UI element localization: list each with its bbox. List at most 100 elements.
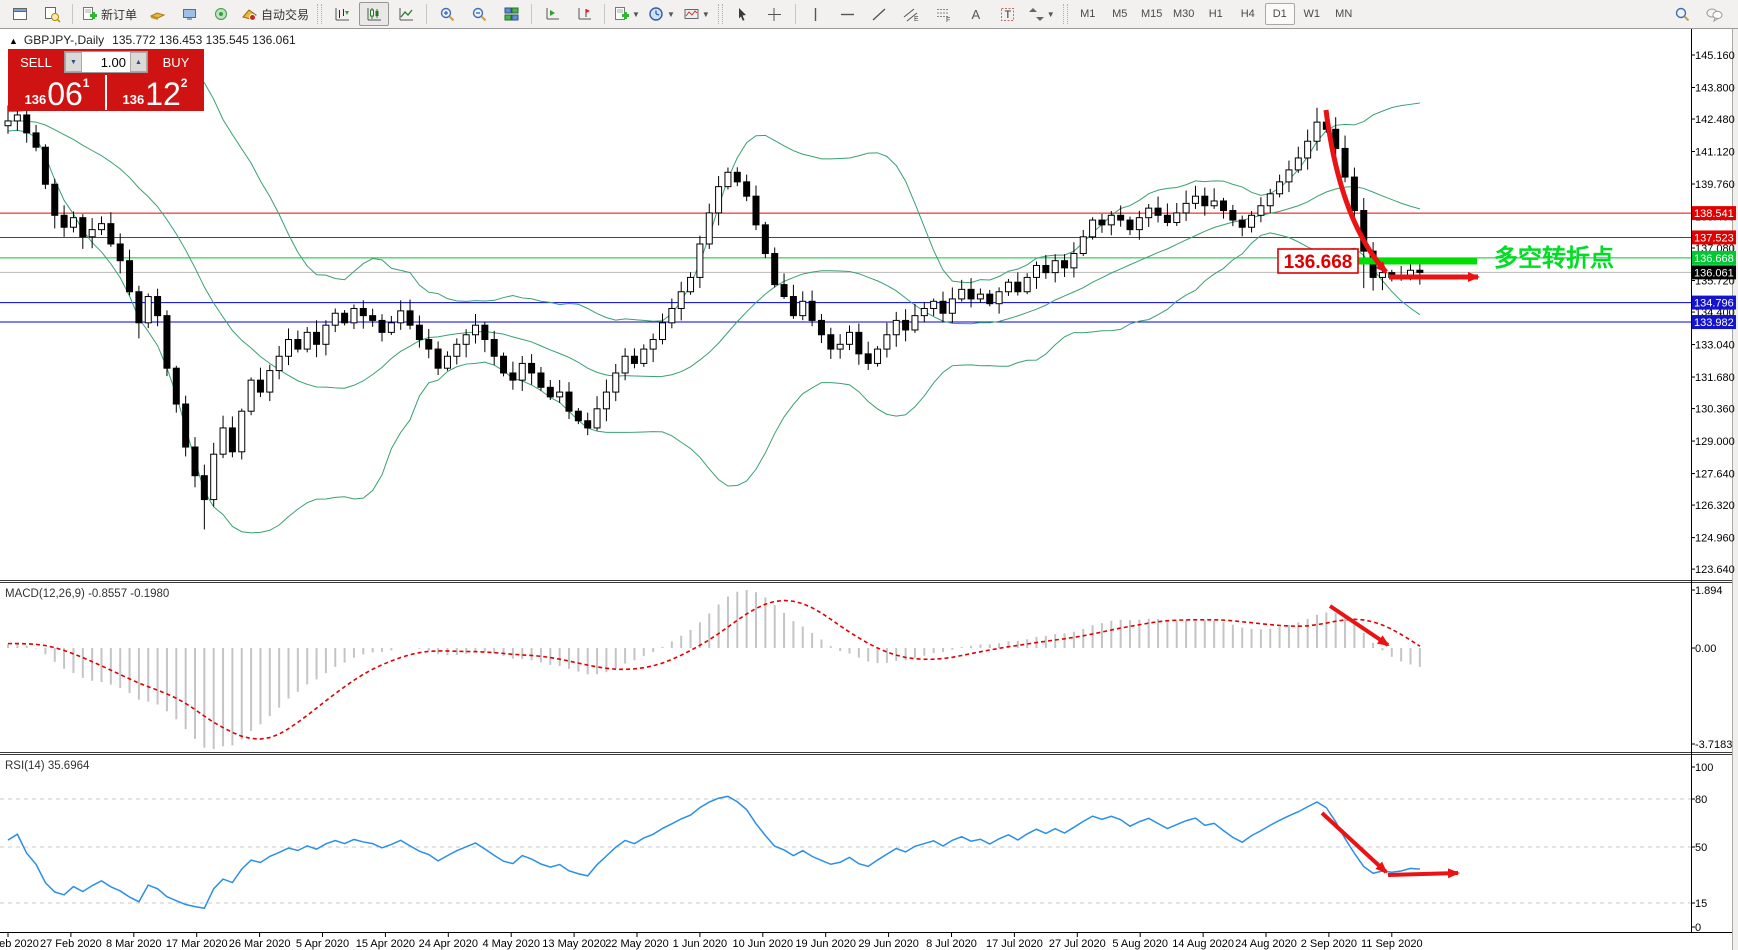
candle-down <box>294 339 302 350</box>
annotations[interactable]: 136.668 多空转折点 <box>1277 109 1614 879</box>
candle-down <box>827 334 835 350</box>
candle-down <box>1201 195 1209 207</box>
rsi-down-arrow[interactable] <box>1320 811 1388 874</box>
candle-down <box>256 379 264 393</box>
signals-icon[interactable] <box>206 2 236 26</box>
terminal-icon[interactable] <box>174 2 204 26</box>
candle-up <box>930 300 938 309</box>
timeframe-mn-button[interactable]: MN <box>1335 8 1353 20</box>
candle-up <box>1135 217 1143 231</box>
sell-price[interactable]: 136 06 1 <box>9 75 107 110</box>
vertical-line-button[interactable] <box>801 2 831 26</box>
timeframe-h1-button[interactable]: H1 <box>1208 8 1223 20</box>
rsi-horizontal-arrow[interactable] <box>1387 868 1460 879</box>
zoom-in-button[interactable] <box>432 2 462 26</box>
candle-up <box>4 120 12 127</box>
search-button[interactable] <box>1667 2 1697 26</box>
zoom-out-icon <box>472 7 486 21</box>
price-line-label-text: 136.061 <box>1694 267 1734 279</box>
date-tick-label: 8 Jul 2020 <box>926 938 977 950</box>
candlestick-mode-button[interactable] <box>359 2 390 26</box>
candle-down <box>1098 219 1106 226</box>
arrow-tools-button[interactable]: ▼ <box>1025 2 1058 26</box>
crosshair-button[interactable] <box>760 2 790 26</box>
candle-up <box>948 298 956 314</box>
candle-down <box>425 339 433 350</box>
sell-button[interactable]: SELL <box>20 54 52 70</box>
candle-up <box>846 331 853 345</box>
date-tick-label: 19 Jun 2020 <box>795 938 856 950</box>
price-tick-label: 127.640 <box>1695 469 1735 481</box>
buy-price[interactable]: 136 12 2 <box>107 75 203 110</box>
candle-up <box>958 288 966 300</box>
equidistant-channel-button[interactable]: E <box>897 2 927 26</box>
indicators-button[interactable]: ▼ <box>610 2 643 26</box>
candle-up <box>1089 219 1097 238</box>
market-watch-icon[interactable] <box>142 2 172 26</box>
buy-button[interactable]: BUY <box>162 54 190 70</box>
chat-icon <box>1706 8 1722 22</box>
timeframe-m30-button[interactable]: M30 <box>1173 8 1195 20</box>
candle-up <box>677 291 685 309</box>
horizontal-line-button[interactable] <box>833 2 863 26</box>
trendline-button[interactable] <box>865 2 895 26</box>
candle-down <box>60 214 68 228</box>
text-label-button[interactable]: A <box>971 6 981 22</box>
line-chart-mode-button[interactable] <box>391 2 421 26</box>
timeframe-m5-button[interactable]: M5 <box>1112 8 1128 20</box>
timeframe-d1-button[interactable]: D1 <box>1264 3 1295 25</box>
price-line-label-text: 134.796 <box>1694 298 1734 310</box>
timeframe-h4-button[interactable]: H4 <box>1240 8 1255 20</box>
date-tick-label: 5 Aug 2020 <box>1112 938 1168 950</box>
trendline-icon <box>872 7 886 21</box>
candle-down <box>172 367 180 405</box>
cursor-button[interactable] <box>728 2 758 26</box>
turning-point-text[interactable]: 多空转折点 <box>1494 244 1614 272</box>
candle-down <box>79 217 87 238</box>
buy-price-base: 136 <box>122 92 145 107</box>
green-level-bar[interactable] <box>1357 257 1477 265</box>
date-tick-label: 26 Mar 2020 <box>229 938 291 950</box>
timeframe-m1-button[interactable]: M1 <box>1080 8 1096 20</box>
templates-button[interactable]: ▼ <box>680 2 713 26</box>
chat-button[interactable] <box>1699 2 1729 26</box>
symbol-period-label: GBPJPY-,Daily <box>23 33 105 47</box>
price-down-arrow[interactable] <box>1323 109 1388 274</box>
candle-down <box>490 339 498 357</box>
data-window-icon[interactable] <box>37 2 67 26</box>
volume-increase-button[interactable]: ▲ <box>130 52 147 72</box>
candle-up <box>1004 281 1012 293</box>
tile-windows-icon <box>504 7 519 20</box>
candle-down <box>817 319 825 336</box>
price-callout-box[interactable] <box>1277 248 1359 274</box>
chart-window-icon[interactable] <box>5 2 35 26</box>
bar-chart-mode-button[interactable] <box>327 2 357 26</box>
text-box-button[interactable]: T <box>993 2 1023 26</box>
macd-down-arrow[interactable] <box>1328 604 1390 647</box>
candle-up <box>219 427 227 455</box>
candle-up <box>1070 253 1078 269</box>
fibonacci-button[interactable]: F <box>929 2 959 26</box>
candle-up <box>13 114 21 122</box>
zoom-out-button[interactable] <box>464 2 494 26</box>
price-horizontal-lines[interactable] <box>0 212 1691 323</box>
timeframe-w1-button[interactable]: W1 <box>1303 8 1320 20</box>
volume-input[interactable] <box>82 52 130 72</box>
timeframe-m15-button[interactable]: M15 <box>1141 8 1163 20</box>
candle-down <box>986 293 994 305</box>
rsi-label: RSI(14) 35.6964 <box>5 760 90 772</box>
chart-shift-button[interactable] <box>569 2 599 26</box>
candle-down <box>1350 176 1358 212</box>
periods-button[interactable]: ▼ <box>645 2 678 26</box>
bar-chart-mode-icon <box>335 7 349 20</box>
candle-down <box>406 310 414 326</box>
volume-decrease-button[interactable]: ▼ <box>65 52 82 72</box>
collapse-panel-icon[interactable]: ▲ <box>9 36 18 46</box>
auto-scroll-button[interactable] <box>537 2 567 26</box>
window-right-margin <box>1733 29 1738 950</box>
candle-down <box>500 355 508 374</box>
autotrading-button[interactable]: 自动交易 <box>238 2 312 26</box>
new-order-button[interactable]: 新订单 <box>78 2 140 26</box>
tile-windows-button[interactable] <box>496 2 526 26</box>
